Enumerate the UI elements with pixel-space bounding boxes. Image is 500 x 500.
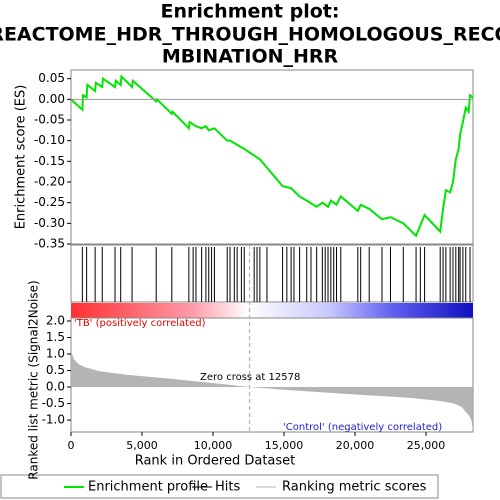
x-tick-label: 20,000 — [336, 439, 375, 452]
ranking-area — [71, 350, 473, 431]
panel-frame — [70, 244, 474, 303]
y-tick-label: -1.0 — [42, 413, 65, 427]
y-tick-label: 1.5 — [46, 330, 65, 344]
y-tick-label: -0.25 — [34, 195, 65, 209]
panel-frame — [70, 69, 474, 245]
x-tick-label: 25,000 — [407, 439, 446, 452]
title-line: MBINATION_HRR — [162, 46, 339, 68]
y-tick-label: -0.35 — [34, 237, 65, 251]
y-tick-label: -0.05 — [34, 113, 65, 127]
y-tick-label: -0.5 — [42, 396, 65, 410]
y-tick-label: 0.0 — [46, 380, 65, 394]
title-line: REACTOME_HDR_THROUGH_HOMOLOGOUS_RECO — [0, 24, 500, 46]
legend-label: Ranking metric scores — [282, 480, 427, 495]
y-tick-label: -0.30 — [34, 216, 65, 230]
x-axis-label: Rank in Ordered Dataset — [135, 454, 296, 469]
x-tick-label: 5,000 — [126, 439, 158, 452]
y-axis-label: Ranked list metric (Signal2Noise) — [27, 280, 41, 479]
annotation: Zero cross at 12578 — [200, 372, 300, 383]
y-tick-label: 1.0 — [46, 347, 65, 361]
legend — [0, 474, 439, 499]
x-tick-label: 0 — [68, 439, 75, 452]
color-band — [71, 303, 473, 318]
y-tick-label: -0.15 — [34, 154, 65, 168]
legend-label: Enrichment profile — [88, 480, 208, 495]
y-tick-label: -0.20 — [34, 175, 65, 189]
y-axis-label: Enrichment score (ES) — [14, 85, 29, 230]
y-tick-label: 0.00 — [38, 92, 65, 106]
legend-label: Hits — [215, 480, 240, 495]
y-tick-label: 0.5 — [46, 363, 65, 377]
y-tick-label: 0.05 — [38, 71, 65, 85]
annotation: 'Control' (negatively correlated) — [283, 422, 442, 433]
y-tick-label: 2.0 — [46, 313, 65, 327]
x-tick-label: 10,000 — [194, 439, 233, 452]
annotation: 'TB' (positively correlated) — [74, 318, 206, 329]
title-line: Enrichment plot: — [161, 1, 340, 23]
y-tick-label: -0.10 — [34, 133, 65, 147]
x-tick-label: 15,000 — [265, 439, 304, 452]
enrichment-line — [70, 74, 474, 238]
